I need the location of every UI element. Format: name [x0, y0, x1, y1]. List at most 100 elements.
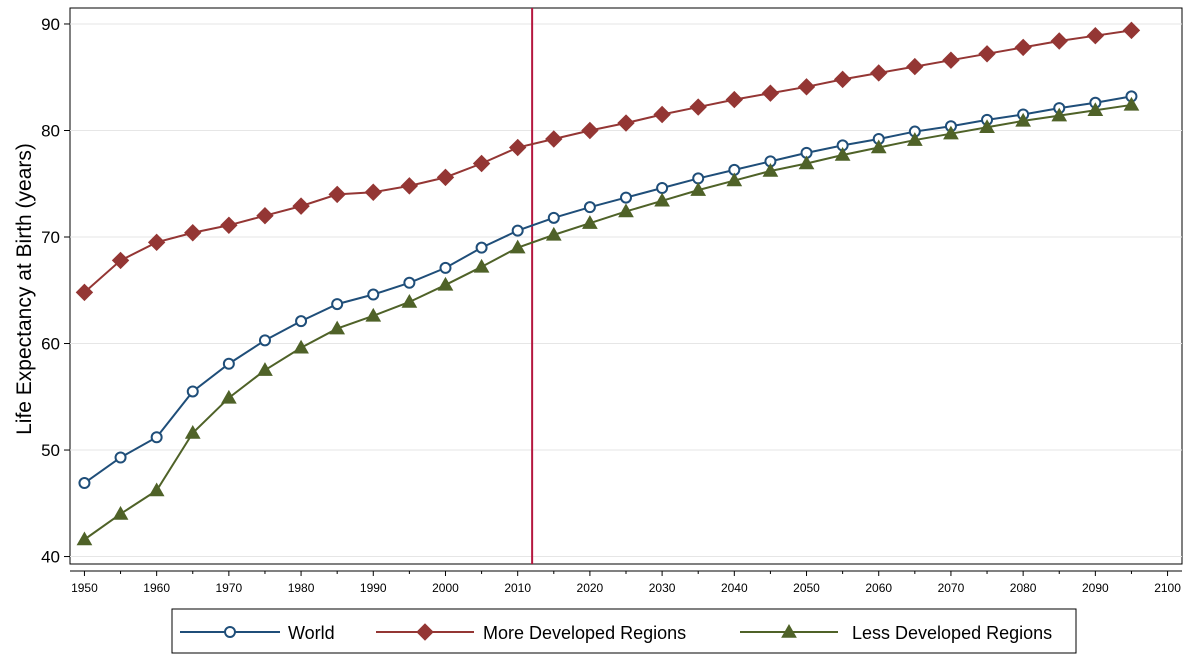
data-point — [1087, 102, 1104, 117]
data-point — [473, 258, 490, 273]
y-tick-label: 80 — [41, 121, 60, 140]
data-point — [509, 239, 526, 254]
data-point — [75, 283, 94, 302]
data-point — [618, 203, 634, 218]
legend-item: Less Developed Regions — [740, 623, 1052, 643]
data-point — [295, 315, 308, 328]
x-tick-label: 2020 — [577, 581, 604, 595]
x-tick-label: 1980 — [288, 581, 315, 595]
data-point — [906, 57, 924, 76]
data-point — [147, 233, 166, 252]
legend: World More Developed Regions Less Develope… — [171, 608, 1077, 654]
data-point — [331, 298, 344, 311]
y-axis-label: Life Expectancy at Birth (years) — [13, 143, 36, 435]
data-point — [401, 293, 418, 308]
data-point — [437, 276, 454, 291]
data-point — [184, 224, 202, 242]
x-tick-label: 2050 — [793, 581, 820, 595]
x-tick-label: 2040 — [721, 581, 748, 595]
y-tick-label: 90 — [41, 15, 60, 34]
data-point — [545, 130, 563, 148]
data-point — [1086, 26, 1105, 45]
data-point — [1015, 112, 1032, 127]
data-point — [834, 146, 851, 161]
data-point — [653, 105, 671, 124]
data-point — [978, 45, 996, 63]
data-point — [186, 385, 199, 398]
x-tick-label: 2000 — [432, 581, 459, 595]
x-tick-label: 2070 — [938, 581, 965, 595]
legend-marker — [781, 623, 797, 638]
x-tick-label: 2090 — [1082, 581, 1109, 595]
data-point — [1050, 32, 1068, 50]
data-point — [403, 276, 416, 289]
data-point — [833, 70, 852, 89]
data-point — [112, 505, 129, 520]
data-point — [511, 224, 524, 237]
data-point — [547, 211, 560, 224]
data-point — [617, 114, 635, 132]
x-tick-label: 1950 — [71, 581, 98, 595]
data-point — [329, 320, 346, 335]
x-tick-label: 2010 — [504, 581, 531, 595]
x-tick-label: 2100 — [1154, 581, 1181, 595]
data-point — [258, 334, 271, 347]
legend-item: World — [180, 623, 335, 643]
data-point — [400, 177, 419, 195]
data-point — [761, 84, 780, 102]
data-point — [293, 339, 309, 354]
data-point — [943, 125, 959, 140]
series-line — [83, 95, 1132, 484]
data-point — [222, 357, 235, 370]
data-point — [906, 132, 923, 146]
series-group — [75, 21, 1141, 546]
data-point — [292, 197, 310, 215]
y-tick-label: 40 — [41, 548, 60, 567]
data-point — [798, 155, 815, 170]
data-point — [111, 251, 130, 270]
x-tick-label: 1990 — [360, 581, 387, 595]
x-tick-label: 2060 — [865, 581, 892, 595]
data-point — [364, 183, 382, 201]
legend-marker — [416, 623, 434, 641]
x-tick-label: 2080 — [1010, 581, 1037, 595]
data-point — [472, 154, 491, 173]
data-point — [689, 98, 707, 116]
data-point — [257, 362, 273, 376]
data-point — [256, 206, 274, 225]
x-tick-label: 1970 — [216, 581, 243, 595]
data-point — [367, 288, 380, 301]
data-point — [725, 90, 744, 109]
x-tick-label: 2030 — [649, 581, 676, 595]
data-point — [726, 172, 743, 187]
x-tick-label: 1960 — [143, 581, 170, 595]
series-more-developed-regions — [75, 21, 1141, 302]
y-tick-label: 70 — [41, 228, 60, 247]
legend-box — [171, 608, 1077, 654]
data-point — [1014, 38, 1032, 57]
data-point — [979, 119, 995, 134]
plot-area — [69, 7, 1183, 565]
data-point — [328, 185, 346, 204]
y-tick-label: 60 — [41, 335, 60, 354]
data-point — [220, 389, 237, 404]
data-point — [475, 241, 488, 254]
legend-marker — [224, 626, 236, 638]
data-point — [508, 138, 527, 157]
data-point — [656, 182, 669, 195]
data-point — [797, 78, 816, 96]
y-tick-label: 50 — [41, 441, 60, 460]
data-point — [582, 215, 598, 229]
data-point — [1051, 107, 1068, 122]
data-point — [76, 531, 93, 546]
data-point — [220, 216, 238, 234]
legend-label: World — [288, 623, 335, 643]
data-point — [654, 192, 670, 207]
data-point — [150, 431, 163, 444]
data-point — [439, 261, 452, 274]
series-less-developed-regions — [76, 96, 1140, 546]
data-point — [942, 51, 960, 69]
legend-item: More Developed Regions — [376, 623, 686, 643]
